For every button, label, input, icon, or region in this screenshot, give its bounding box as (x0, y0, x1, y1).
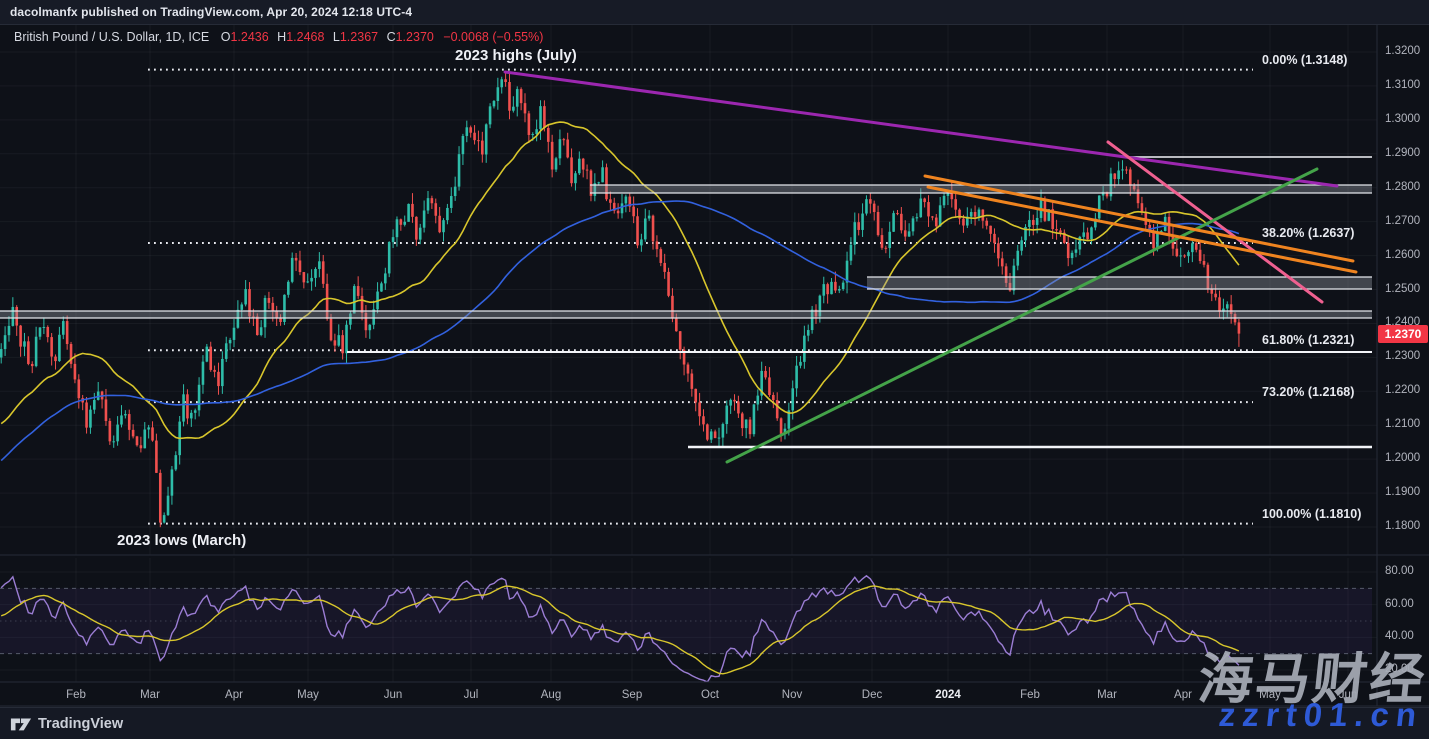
price-tick: 1.1900 (1385, 486, 1421, 499)
fib-level-label: 38.20% (1.2637) (1262, 226, 1355, 241)
ohlc-close-value: 1.2370 (395, 30, 434, 44)
last-price-badge: 1.2370 (1378, 324, 1428, 343)
price-tick: 1.1800 (1385, 520, 1421, 533)
rsi-tick: 60.00 (1385, 597, 1414, 610)
ohlc-low-value: 1.2367 (339, 30, 379, 44)
price-tick: 1.2200 (1385, 384, 1421, 397)
time-tick: 2024 (935, 689, 961, 701)
time-tick: May (297, 689, 319, 701)
watermark-url: zzrt01.cn (1216, 696, 1425, 733)
fib-level-label: 61.80% (1.2321) (1262, 333, 1355, 348)
time-tick: Jun (383, 689, 403, 701)
descending-purple (503, 70, 1339, 188)
price-tick: 1.2300 (1385, 350, 1421, 363)
time-tick: Feb (66, 689, 86, 701)
fib-level-label: 73.20% (1.2168) (1262, 385, 1355, 400)
main-pane (0, 68, 1372, 528)
footer-bar: TradingView (0, 707, 1429, 739)
tradingview-logo-icon[interactable] (10, 714, 32, 734)
rsi-pane (0, 574, 1372, 682)
price-tick: 1.3000 (1385, 112, 1421, 125)
time-tick: Aug (540, 689, 562, 701)
rsi-tick: 40.00 (1385, 630, 1414, 643)
time-tick: Jun (1338, 689, 1358, 701)
price-tick: 1.2800 (1385, 180, 1421, 193)
time-tick: Oct (701, 689, 719, 701)
rsi-line (0, 574, 1240, 682)
top-bar: dacolmanfx published on TradingView.com,… (0, 0, 1429, 25)
symbol-legend[interactable]: British Pound / U.S. Dollar, 1D, ICE O1.… (14, 30, 543, 44)
tradingview-brand[interactable]: TradingView (38, 716, 124, 732)
time-tick: Jul (463, 689, 479, 701)
price-tick: 1.2100 (1385, 418, 1421, 431)
price-tick: 1.2500 (1385, 282, 1421, 295)
time-tick: Apr (225, 689, 243, 701)
time-tick: Apr (1174, 689, 1192, 701)
price-tick: 1.3200 (1385, 45, 1421, 57)
time-tick: May (1259, 689, 1281, 701)
time-tick: Mar (1097, 689, 1117, 701)
ma-fast-yellow (0, 121, 1240, 440)
time-tick: Nov (781, 689, 803, 701)
price-tick: 1.3100 (1385, 78, 1421, 91)
time-tick: Dec (861, 689, 883, 701)
descending-orange-lower (926, 185, 1358, 274)
descending-pink (1106, 140, 1324, 304)
fib-level-label: 0.00% (1.3148) (1262, 52, 1348, 67)
ohlc-close-label: C (386, 30, 396, 44)
time-tick: Sep (621, 689, 643, 701)
rsi-ma-line (0, 585, 1240, 675)
rsi-tick: 20.00 (1385, 662, 1414, 675)
annotation-2023-lows: 2023 lows (March) (117, 532, 247, 549)
rsi-tick: 80.00 (1385, 565, 1414, 577)
ma-slow-blue (0, 200, 1240, 462)
annotation-2023-highs: 2023 highs (July) (455, 47, 577, 64)
ohlc-high-value: 1.2468 (286, 30, 325, 44)
time-tick: Mar (140, 689, 160, 701)
price-tick: 1.2000 (1385, 452, 1421, 465)
ohlc-low-label: L (332, 30, 340, 44)
descending-orange-upper (923, 174, 1355, 263)
ohlc-high-label: H (277, 30, 287, 44)
ascending-green (725, 167, 1319, 464)
price-tick: 1.2700 (1385, 214, 1421, 227)
published-line: dacolmanfx published on TradingView.com,… (10, 5, 413, 19)
ohlc-open-value: 1.2436 (230, 30, 269, 44)
change-value: −0.0068 (−0.55%) (443, 30, 544, 44)
price-tick: 1.2900 (1385, 146, 1421, 159)
pane-separators (0, 24, 1429, 707)
symbol-title[interactable]: British Pound / U.S. Dollar, 1D, ICE (14, 30, 210, 44)
time-tick: Feb (1020, 689, 1040, 701)
ohlc-open-label: O (220, 30, 231, 44)
price-tick: 1.2600 (1385, 248, 1421, 261)
fib-level-label: 100.00% (1.1810) (1262, 506, 1362, 521)
